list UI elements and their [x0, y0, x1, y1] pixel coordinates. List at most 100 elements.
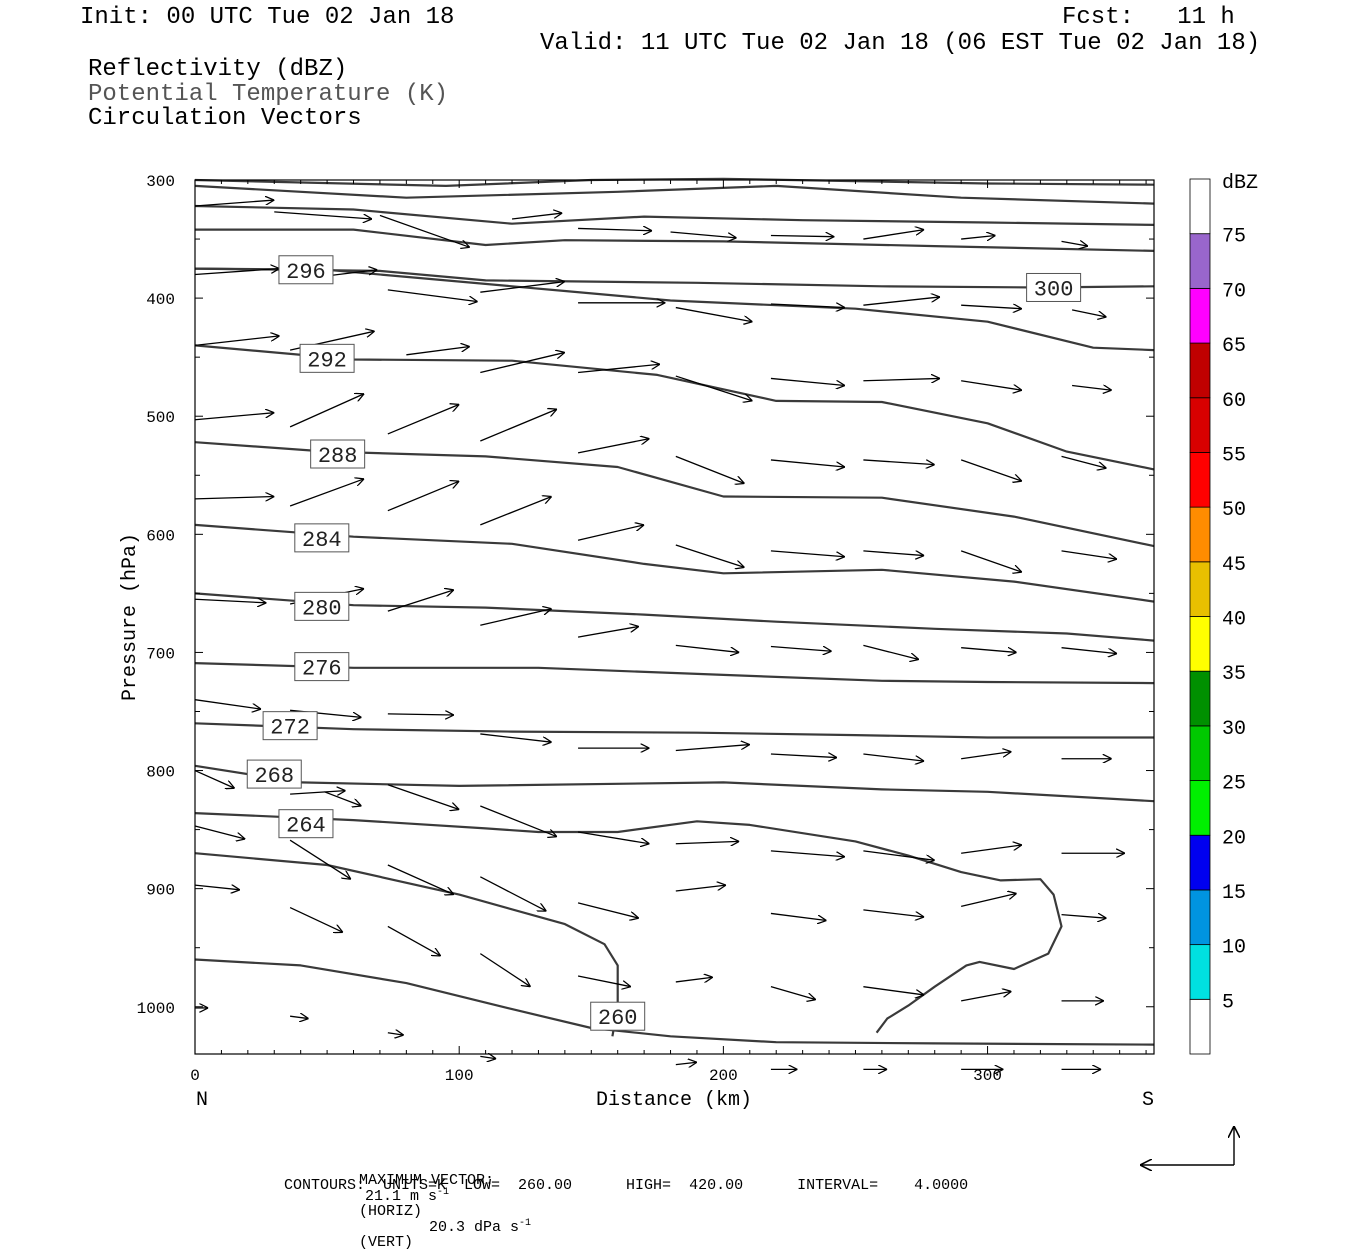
contour-label: 292 — [307, 348, 347, 373]
colorbar-segment — [1189, 944, 1211, 1000]
axis-layer: 300 400 500 600 700 800 900 1000 0 100 200 300 — [137, 173, 1154, 1085]
circulation-vector — [194, 599, 266, 603]
circulation-vector — [577, 902, 639, 918]
contour-label-box — [1026, 272, 1082, 302]
y-tick-label: 800 — [146, 764, 175, 782]
circulation-vector — [577, 975, 631, 987]
circulation-vector — [675, 544, 745, 567]
contour-label-box — [294, 523, 350, 553]
contour-label-box — [294, 591, 350, 621]
theta-contour — [194, 662, 1155, 685]
circulation-vector — [863, 644, 918, 659]
theta-contour — [194, 204, 1155, 226]
x-left-end-label: N — [196, 1089, 208, 1112]
contour-label-box — [310, 439, 366, 469]
circulation-vector — [961, 236, 995, 240]
circulation-vector — [387, 714, 454, 715]
circulation-vector — [675, 885, 726, 892]
circulation-vector — [675, 745, 750, 752]
valid-time: Valid: 11 UTC Tue 02 Jan 18 (06 EST Tue … — [540, 30, 1261, 57]
circulation-vector — [675, 455, 745, 483]
contour-label: 260 — [598, 1006, 638, 1031]
field-potential-temperature: Potential Temperature (K) — [88, 81, 449, 108]
max-vector-line: MAXIMUM VECTOR: 21.1 m s-1 (HORIZ) 20.3 … — [341, 1158, 531, 1250]
colorbar-segment — [1189, 397, 1211, 453]
contour-label-box — [262, 711, 318, 741]
y-tick-label: 600 — [146, 527, 175, 545]
field-circulation-vectors: Circulation Vectors — [88, 105, 362, 132]
circulation-vector — [511, 213, 562, 220]
colorbar-level-label: 55 — [1222, 444, 1246, 467]
contour-label-layer: 300 296 292 288 284 280 276 272 268 264 260 — [246, 255, 1082, 1031]
circulation-vector — [194, 269, 280, 276]
circulation-vector — [480, 733, 551, 742]
circulation-vector — [387, 925, 441, 956]
colorbar-level-label: 65 — [1222, 335, 1246, 358]
circulation-vector — [274, 211, 372, 219]
colorbar-level-label: 45 — [1222, 554, 1246, 577]
contour-label: 272 — [270, 716, 310, 741]
colorbar-level-label: 10 — [1222, 937, 1246, 960]
circulation-vector — [387, 864, 454, 895]
circulation-vector — [863, 909, 924, 917]
circulation-vector — [194, 769, 235, 789]
contour-label-box — [278, 255, 334, 285]
circulation-vector — [379, 214, 470, 247]
circulation-vector — [675, 306, 753, 322]
colorbar-segment — [1189, 889, 1211, 946]
vert-tag: (VERT) — [359, 1234, 414, 1251]
circulation-vector — [480, 282, 565, 293]
colorbar-segment — [1189, 506, 1211, 563]
circulation-vector — [289, 839, 351, 879]
circulation-vector — [387, 289, 478, 302]
colorbar-level-label: 5 — [1222, 991, 1234, 1014]
circulation-vector — [675, 977, 713, 982]
theta-contour — [195, 228, 1155, 252]
circulation-vector — [578, 364, 660, 374]
circulation-vector — [1071, 309, 1106, 317]
colorbar-segment — [1189, 670, 1211, 727]
reference-vector-icon — [1140, 1126, 1234, 1165]
colorbar-segment — [1189, 287, 1211, 344]
colorbar-segment — [1189, 834, 1211, 891]
circulation-vector — [961, 991, 1011, 1002]
circulation-vector — [387, 404, 459, 435]
contour-label-box — [278, 809, 334, 839]
circulation-vector — [863, 230, 924, 240]
circulation-vector — [577, 439, 649, 454]
colorbar-level-label: 70 — [1222, 280, 1246, 303]
x-tick-label: 0 — [190, 1067, 200, 1085]
circulation-vector — [961, 380, 1022, 390]
colorbar-segment — [1189, 561, 1211, 617]
circulation-vector — [480, 609, 551, 626]
circulation-vector — [1061, 915, 1107, 919]
colorbar-level-label: 50 — [1222, 499, 1246, 522]
colorbar-level-label: 75 — [1222, 226, 1246, 249]
circulation-vector — [770, 236, 834, 237]
circulation-vector — [577, 525, 644, 541]
horiz-exponent: -1 — [437, 1187, 450, 1198]
contour-label: 284 — [302, 528, 342, 553]
circulation-vector — [289, 906, 343, 933]
contour-label: 280 — [302, 596, 342, 621]
colorbar-level-label: 25 — [1222, 773, 1246, 796]
max-vector-vert: 20.3 dPa s — [429, 1219, 520, 1236]
contour-label-box — [246, 759, 302, 789]
circulation-vector — [770, 850, 845, 857]
contour-label: 276 — [302, 657, 342, 682]
circulation-vector — [480, 1056, 496, 1058]
colorbar-level-label: 15 — [1222, 882, 1246, 905]
max-vector-label: MAXIMUM VECTOR: — [359, 1172, 495, 1189]
contour-label-box — [294, 652, 350, 682]
vert-exponent: -1 — [519, 1218, 532, 1229]
circulation-vector — [194, 200, 274, 207]
theta-contour — [194, 267, 1155, 352]
circulation-vector — [289, 479, 364, 507]
circulation-vector — [1072, 386, 1112, 391]
y-tick-label: 500 — [146, 409, 175, 427]
x-tick-label: 100 — [445, 1067, 474, 1085]
circulation-vector — [194, 699, 261, 709]
circulation-vector — [1061, 455, 1107, 468]
circulation-vector — [480, 876, 546, 911]
colorbar-segment — [1189, 780, 1211, 836]
